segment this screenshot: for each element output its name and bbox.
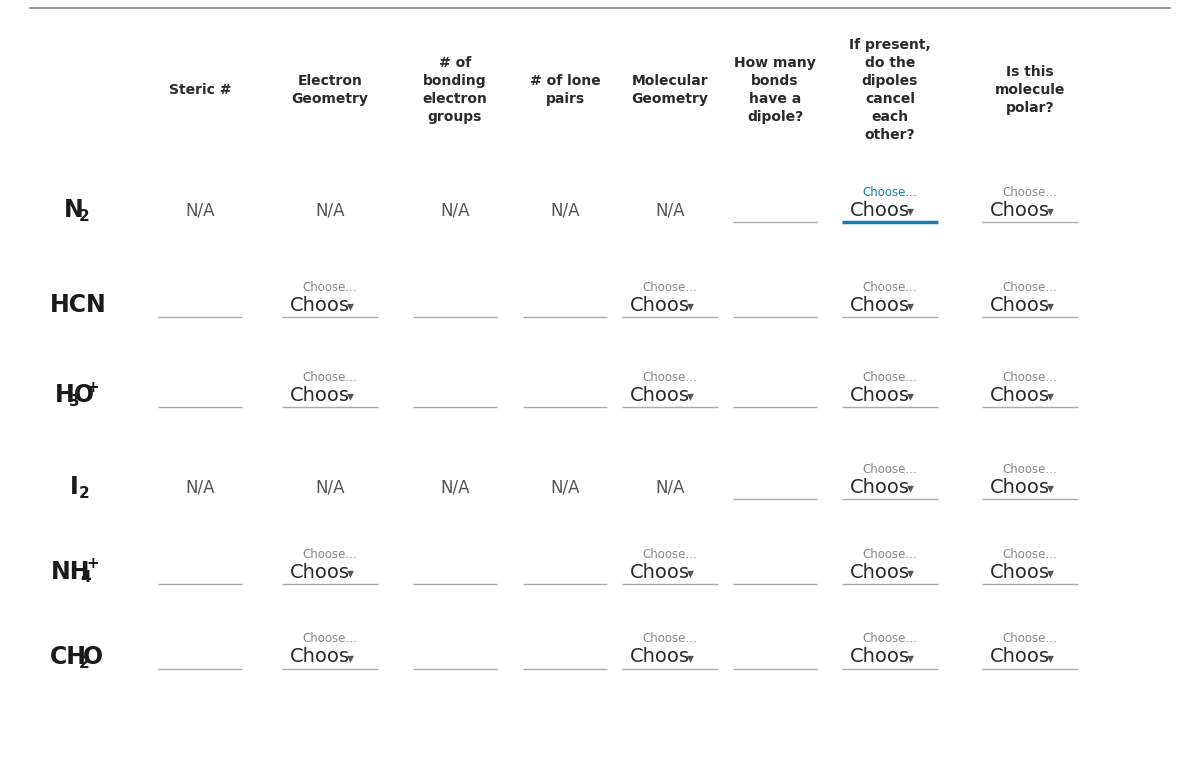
Text: Choos: Choos: [290, 386, 350, 405]
Text: If present,
do the
dipoles
cancel
each
other?: If present, do the dipoles cancel each o…: [850, 38, 931, 142]
Text: ▾: ▾: [347, 299, 354, 313]
Text: N/A: N/A: [655, 478, 685, 496]
Text: ▾: ▾: [1046, 389, 1054, 403]
Text: Is this
molecule
polar?: Is this molecule polar?: [995, 65, 1066, 114]
Text: Choose...: Choose...: [1003, 633, 1057, 645]
Text: ▾: ▾: [906, 566, 913, 580]
Text: ▾: ▾: [686, 299, 694, 313]
Text: N/A: N/A: [440, 478, 469, 496]
Text: Choos: Choos: [630, 386, 690, 405]
Text: Choos: Choos: [850, 562, 910, 582]
Text: O: O: [83, 645, 103, 669]
Text: Choose...: Choose...: [643, 281, 697, 293]
Text: +: +: [86, 557, 100, 572]
Text: ▾: ▾: [906, 204, 913, 218]
Text: 2: 2: [78, 485, 89, 500]
Text: CH: CH: [50, 645, 88, 669]
Text: Choose...: Choose...: [302, 281, 358, 293]
Text: ▾: ▾: [686, 651, 694, 665]
Text: O: O: [73, 383, 94, 407]
Text: # of
bonding
electron
groups: # of bonding electron groups: [422, 56, 487, 124]
Text: N/A: N/A: [551, 478, 580, 496]
Text: N/A: N/A: [316, 201, 344, 219]
Text: N/A: N/A: [185, 201, 215, 219]
Text: Choos: Choos: [630, 296, 690, 314]
Text: Choose...: Choose...: [302, 371, 358, 383]
Text: I: I: [70, 475, 79, 499]
Text: Choos: Choos: [850, 477, 910, 496]
Text: Choose...: Choose...: [1003, 281, 1057, 293]
Text: Choose...: Choose...: [863, 186, 917, 198]
Text: ▾: ▾: [347, 389, 354, 403]
Text: Choos: Choos: [290, 562, 350, 582]
Text: ▾: ▾: [906, 299, 913, 313]
Text: H: H: [55, 383, 74, 407]
Text: Choos: Choos: [990, 201, 1050, 220]
Text: N/A: N/A: [185, 478, 215, 496]
Text: Choose...: Choose...: [302, 633, 358, 645]
Text: ▾: ▾: [906, 481, 913, 495]
Text: Choos: Choos: [990, 562, 1050, 582]
Text: ▾: ▾: [1046, 204, 1054, 218]
Text: ▾: ▾: [347, 566, 354, 580]
Text: HCN: HCN: [49, 293, 107, 317]
Text: Choos: Choos: [990, 648, 1050, 666]
Text: Choose...: Choose...: [1003, 186, 1057, 198]
Text: Choos: Choos: [290, 296, 350, 314]
Text: Electron
Geometry: Electron Geometry: [292, 74, 368, 106]
Text: N/A: N/A: [440, 201, 469, 219]
Text: 2: 2: [78, 655, 89, 670]
Text: Choose...: Choose...: [1003, 463, 1057, 476]
Text: Molecular
Geometry: Molecular Geometry: [631, 74, 708, 106]
Text: # of lone
pairs: # of lone pairs: [529, 74, 600, 106]
Text: Choos: Choos: [990, 386, 1050, 405]
Text: Choos: Choos: [290, 648, 350, 666]
Text: ▾: ▾: [1046, 299, 1054, 313]
Text: N/A: N/A: [551, 201, 580, 219]
Text: N: N: [65, 198, 84, 222]
Text: +: +: [86, 379, 100, 394]
Text: NH: NH: [50, 560, 90, 584]
Text: Choose...: Choose...: [643, 371, 697, 383]
Text: Choos: Choos: [850, 201, 910, 220]
Text: ▾: ▾: [686, 566, 694, 580]
Text: 3: 3: [68, 394, 79, 408]
Text: Choose...: Choose...: [1003, 371, 1057, 383]
Text: N/A: N/A: [316, 478, 344, 496]
Text: Choose...: Choose...: [863, 633, 917, 645]
Text: Choose...: Choose...: [863, 281, 917, 293]
Text: Choos: Choos: [990, 477, 1050, 496]
Text: Choos: Choos: [850, 648, 910, 666]
Text: 2: 2: [78, 209, 89, 223]
Text: Choose...: Choose...: [643, 547, 697, 561]
Text: ▾: ▾: [906, 651, 913, 665]
Text: ▾: ▾: [686, 389, 694, 403]
Text: Choos: Choos: [630, 648, 690, 666]
Text: Choose...: Choose...: [863, 371, 917, 383]
Text: How many
bonds
have a
dipole?: How many bonds have a dipole?: [734, 56, 816, 124]
Text: 4: 4: [80, 571, 91, 586]
Text: Choose...: Choose...: [863, 463, 917, 476]
Text: Choos: Choos: [990, 296, 1050, 314]
Text: ▾: ▾: [347, 651, 354, 665]
Text: Choose...: Choose...: [1003, 547, 1057, 561]
Text: Choose...: Choose...: [863, 547, 917, 561]
Text: Choose...: Choose...: [302, 547, 358, 561]
Text: ▾: ▾: [1046, 481, 1054, 495]
Text: ▾: ▾: [1046, 566, 1054, 580]
Text: Choos: Choos: [850, 386, 910, 405]
Text: ▾: ▾: [906, 389, 913, 403]
Text: Choos: Choos: [850, 296, 910, 314]
Text: Choos: Choos: [630, 562, 690, 582]
Text: ▾: ▾: [1046, 651, 1054, 665]
Text: N/A: N/A: [655, 201, 685, 219]
Text: Steric #: Steric #: [169, 83, 232, 97]
Text: Choose...: Choose...: [643, 633, 697, 645]
